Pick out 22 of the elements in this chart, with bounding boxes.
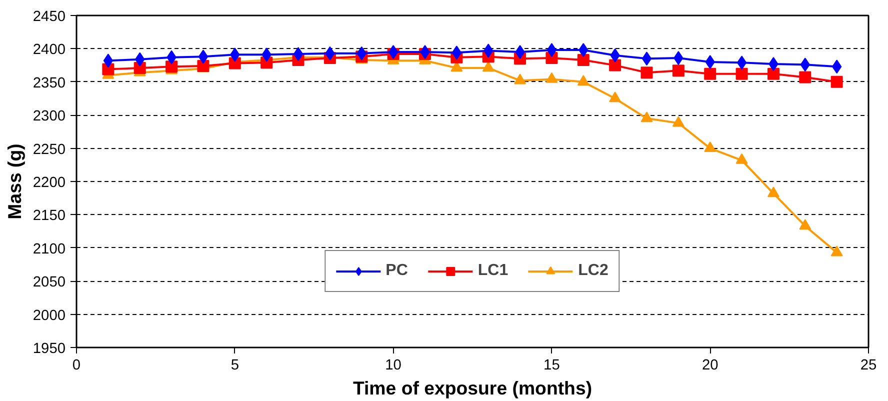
y-tick-label: 2100 <box>32 241 66 258</box>
y-tick-label: 2150 <box>32 208 66 224</box>
y-tick-label: 1950 <box>32 341 66 357</box>
x-axis-title: Time of exposure (months) <box>352 378 592 398</box>
x-tick-label: 20 <box>702 358 718 374</box>
y-tick-label: 2050 <box>32 274 66 291</box>
y-tick-label: 2400 <box>32 42 66 58</box>
x-tick-label: 25 <box>860 358 877 374</box>
y-tick-label: 2450 <box>32 9 66 25</box>
x-tick-label: 5 <box>230 358 239 374</box>
y-tick-label: 2350 <box>32 75 66 92</box>
x-tick-label: 10 <box>385 358 402 374</box>
y-tick-label: 2000 <box>32 308 66 324</box>
y-tick-label: 2250 <box>32 142 66 158</box>
legend-label: LC1 <box>478 262 508 280</box>
x-tick-label: 15 <box>544 358 560 374</box>
y-tick-label: 2300 <box>32 108 66 125</box>
x-tick-label: 0 <box>72 358 81 374</box>
y-tick-label: 2200 <box>32 175 66 191</box>
legend-label: LC2 <box>578 262 608 280</box>
legend-label: PC <box>386 262 408 280</box>
y-axis-title: Mass (g) <box>4 144 25 220</box>
